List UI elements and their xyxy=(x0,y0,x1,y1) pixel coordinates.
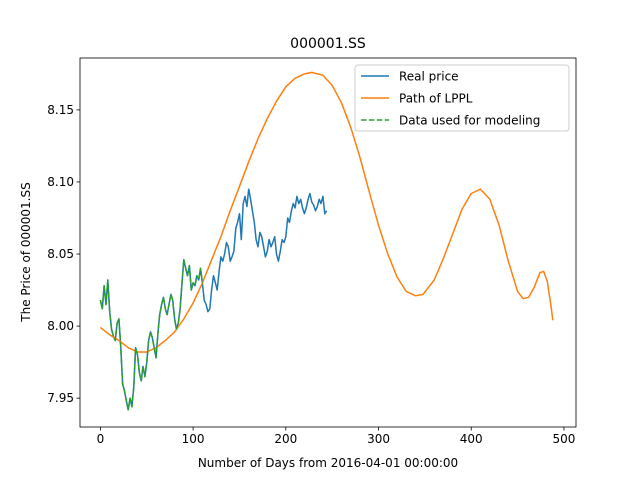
x-tick-label: 200 xyxy=(274,432,297,446)
legend: Real price Path of LPPL Data used for mode… xyxy=(354,64,570,132)
x-tick-label: 0 xyxy=(97,432,105,446)
y-tick-label: 8.10 xyxy=(47,175,74,189)
x-tick-label: 300 xyxy=(367,432,390,446)
x-axis-label: Number of Days from 2016-04-01 00:00:00 xyxy=(198,456,458,470)
y-tick-label: 8.05 xyxy=(47,247,74,261)
y-axis-label: The Price of 000001.SS xyxy=(19,182,33,322)
legend-label-0: Real price xyxy=(399,70,459,84)
x-tick-label: 400 xyxy=(460,432,483,446)
plot-area xyxy=(99,71,554,411)
x-tick-label: 500 xyxy=(552,432,575,446)
series-line-2 xyxy=(99,259,204,411)
axes-frame xyxy=(79,57,577,428)
legend-label-1: Path of LPPL xyxy=(399,92,473,106)
y-tick-label: 8.15 xyxy=(47,103,74,117)
y-tick-label: 7.95 xyxy=(47,391,74,405)
axes: 0 100 200 300 400 500 7.95 8.00 8.05 8.10 8.15 xyxy=(47,57,577,446)
legend-label-2: Data used for modeling xyxy=(399,114,540,128)
legend-box xyxy=(354,64,570,132)
x-tick-label: 100 xyxy=(182,432,205,446)
y-tick-label: 8.00 xyxy=(47,319,74,333)
series-line-1 xyxy=(99,71,554,353)
chart-title: 000001.SS xyxy=(290,36,366,52)
